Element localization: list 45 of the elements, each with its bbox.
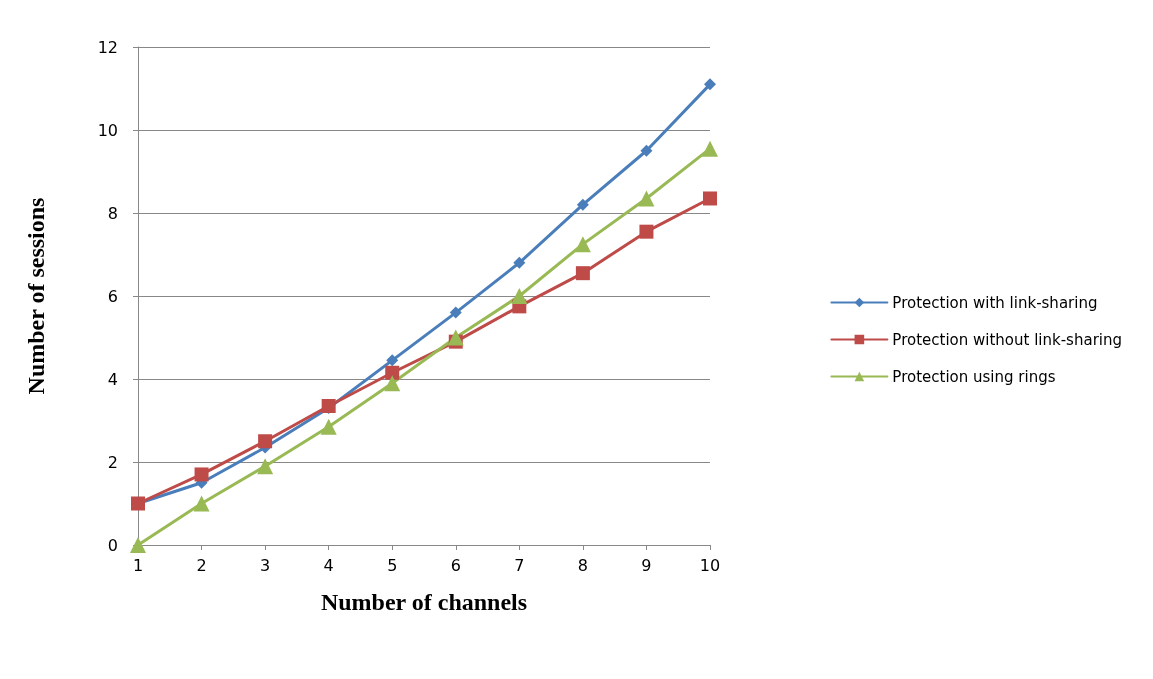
y-tick-label: 8 [107, 203, 118, 223]
y-tick-label: 4 [107, 369, 118, 389]
y-axis-title: Number of sessions [23, 197, 49, 395]
x-tick-label: 7 [514, 555, 525, 575]
point [702, 140, 718, 157]
point [576, 198, 589, 211]
point [257, 458, 274, 475]
x-tick-label: 6 [450, 555, 461, 575]
point [194, 467, 209, 482]
point [320, 418, 337, 435]
point [449, 306, 462, 319]
y-tick-label: 12 [97, 37, 118, 57]
x-axis-title: Number of channels [320, 589, 528, 615]
point [193, 495, 210, 512]
y-tick-label: 6 [107, 286, 118, 306]
y-tick-label: 0 [107, 535, 118, 555]
point [385, 365, 400, 380]
x-tick-label: 9 [641, 555, 652, 575]
point [321, 398, 336, 413]
legend-label: Protection without link-sharing [892, 330, 1123, 349]
x-tick-label: 10 [699, 555, 721, 575]
point [638, 190, 655, 207]
legend-label: Protection using rings [892, 367, 1056, 386]
x-tick-label: 8 [577, 555, 588, 575]
x-tick-label: 2 [196, 555, 207, 575]
y-tick-label: 10 [97, 120, 118, 140]
point [574, 236, 591, 253]
point [513, 256, 526, 269]
x-tick-label: 3 [260, 555, 271, 575]
point [703, 191, 717, 206]
point [384, 375, 401, 392]
point [511, 288, 528, 304]
point [704, 78, 716, 91]
point [640, 144, 653, 157]
point [130, 537, 146, 553]
y-tick-label: 2 [107, 452, 118, 472]
legend-label: Protection with link-sharing [892, 293, 1098, 312]
point [258, 434, 273, 449]
point [575, 266, 590, 281]
x-tick-label: 5 [387, 555, 398, 575]
x-tick-label: 4 [323, 555, 334, 575]
point [386, 354, 399, 367]
point [639, 224, 654, 239]
point [447, 329, 464, 346]
x-tick-label: 1 [132, 555, 144, 575]
